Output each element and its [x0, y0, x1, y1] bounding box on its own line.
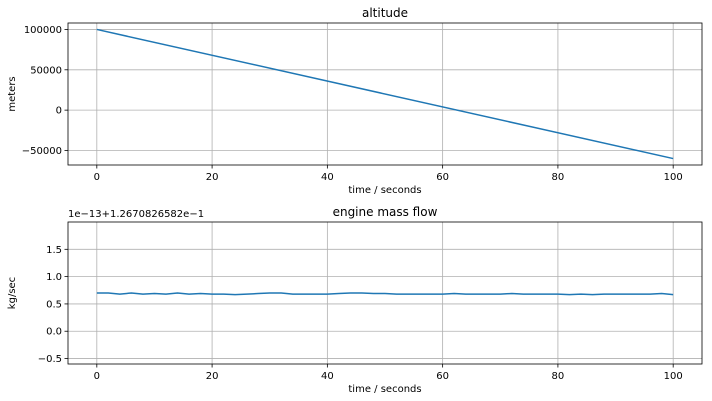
- y-axis-label: meters: [7, 76, 18, 111]
- x-tick-label: 40: [321, 172, 334, 183]
- x-tick-label: 100: [664, 172, 683, 183]
- x-tick-label: 20: [206, 172, 219, 183]
- chart-title: altitude: [362, 6, 408, 20]
- y-tick-label: 0.5: [46, 299, 62, 310]
- x-tick-label: 60: [436, 371, 449, 382]
- y-axis-label: kg/sec: [7, 277, 18, 309]
- x-tick-label: 0: [94, 371, 100, 382]
- x-tick-label: 80: [552, 371, 565, 382]
- engine-mass-flow-chart: 0 20 40 60 80 100 1.5 1.0 0.5 0.0 −0.5 engine mass …: [7, 205, 703, 395]
- x-axis-label: time / seconds: [348, 185, 421, 196]
- series-line: [96, 292, 674, 296]
- chart-title: engine mass flow: [333, 205, 438, 219]
- y-offset-text: 1e−13+1.2670826582e−1: [68, 209, 204, 220]
- y-tick-label: −0.5: [38, 354, 62, 365]
- series-line: [96, 28, 674, 160]
- x-tick-label: 40: [321, 371, 334, 382]
- y-tick-label: 1.5: [46, 245, 62, 256]
- x-tick-label: 60: [436, 172, 449, 183]
- y-tick-label: 0: [56, 106, 62, 117]
- x-tick-label: 100: [664, 371, 683, 382]
- y-tick-label: 0.0: [46, 327, 62, 338]
- x-tick-label: 0: [94, 172, 100, 183]
- x-tick-label: 80: [552, 172, 565, 183]
- y-tick-label: 50000: [30, 65, 62, 76]
- x-tick-label: 20: [206, 371, 219, 382]
- axes-frame: [67, 221, 703, 365]
- axes-frame: [67, 22, 703, 166]
- x-axis-label: time / seconds: [348, 384, 421, 395]
- altitude-chart: 0 20 40 60 80 100 100000 50000 0 −50000 altitude ti…: [7, 6, 703, 196]
- y-tick-label: 1.0: [46, 272, 62, 283]
- y-tick-label: 100000: [24, 25, 62, 36]
- y-tick-label: −50000: [22, 146, 62, 157]
